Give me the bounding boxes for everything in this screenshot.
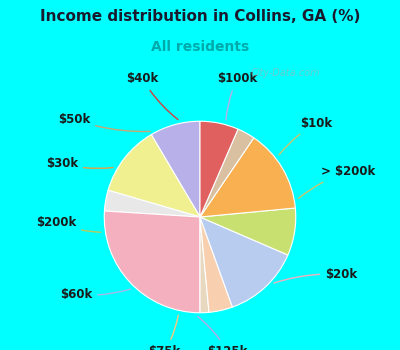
Text: > $200k: > $200k xyxy=(298,165,375,198)
Text: $200k: $200k xyxy=(36,216,101,232)
Wedge shape xyxy=(200,121,238,217)
Wedge shape xyxy=(104,190,200,217)
Wedge shape xyxy=(200,138,295,217)
Wedge shape xyxy=(104,211,200,313)
Wedge shape xyxy=(151,121,200,217)
Text: $20k: $20k xyxy=(274,268,357,283)
Text: $60k: $60k xyxy=(60,288,130,301)
Wedge shape xyxy=(200,129,254,217)
Text: All residents: All residents xyxy=(151,40,249,54)
Text: $125k: $125k xyxy=(198,316,248,350)
Text: $40k: $40k xyxy=(126,72,178,120)
Text: $75k: $75k xyxy=(148,315,181,350)
Wedge shape xyxy=(200,208,296,255)
Wedge shape xyxy=(200,217,288,307)
Text: City-Data.com: City-Data.com xyxy=(251,68,320,78)
Text: $50k: $50k xyxy=(58,113,150,132)
Wedge shape xyxy=(200,217,209,313)
Text: $10k: $10k xyxy=(279,117,332,155)
Wedge shape xyxy=(200,217,232,312)
Text: Income distribution in Collins, GA (%): Income distribution in Collins, GA (%) xyxy=(40,9,360,24)
Text: $100k: $100k xyxy=(217,72,258,120)
Wedge shape xyxy=(108,135,200,217)
Text: $30k: $30k xyxy=(46,157,113,170)
